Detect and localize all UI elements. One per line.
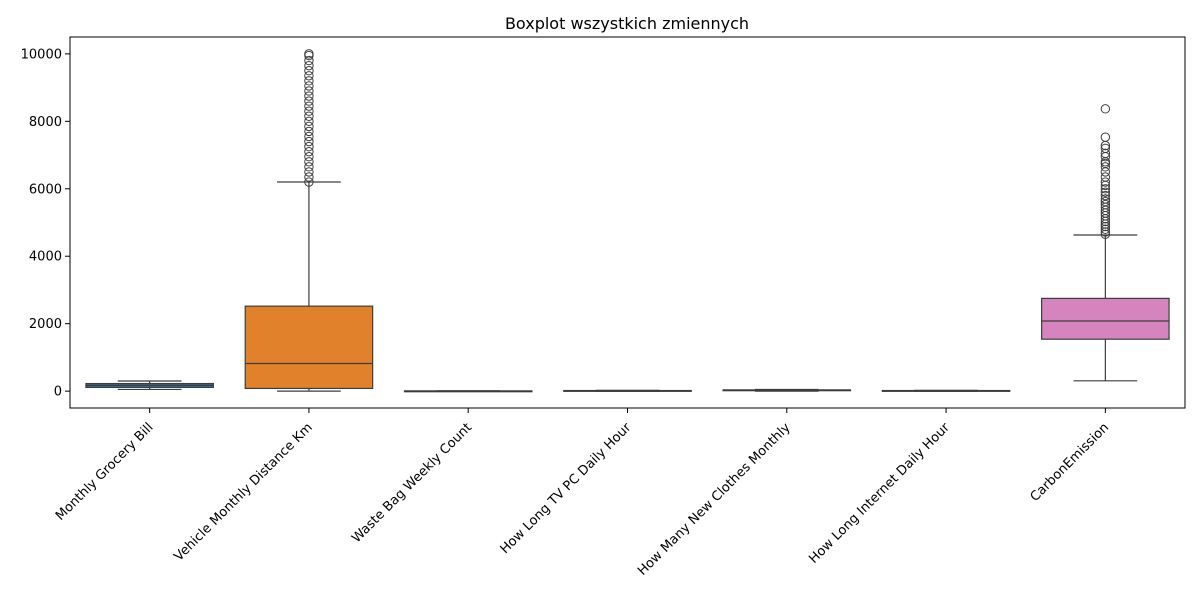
x-tick-label: How Many New Clothes Monthly [635,420,794,579]
outlier-point [304,81,314,91]
outlier-point [1100,194,1111,204]
outlier-point [1100,199,1111,210]
outlier-point [304,96,314,106]
outlier-point [304,91,314,101]
x-tick-label: How Long TV PC Daily Hour [498,420,635,557]
x-tick-label: How Long Internet Daily Hour [806,420,953,567]
outlier-point [304,162,314,172]
outlier-point [304,111,314,121]
outlier-point [1100,162,1111,172]
box [1041,297,1170,340]
outlier-point [1100,227,1111,237]
outlier-point [1100,196,1111,207]
outlier-point [304,60,314,71]
x-axis: Monthly Grocery Bill Vehicle Monthly Dist… [53,408,1112,579]
y-tick-label: 6000 [29,182,62,197]
outlier-point [304,141,314,152]
box-group-2 [244,49,374,392]
outlier-point [1100,104,1111,114]
y-tick-label: 8000 [29,115,62,130]
outlier-point [304,101,314,111]
box-group-6 [881,389,1011,392]
outlier-point [1100,229,1111,240]
outlier-point [304,55,314,66]
outlier-point [1100,148,1111,159]
outlier-point [304,172,314,182]
x-tick-label: Vehicle Monthly Distance Km [172,420,316,564]
outlier-point [1100,172,1111,182]
x-tick-label: Monthly Grocery Bill [53,420,156,523]
box-group-7 [1041,104,1170,382]
outlier-point [304,66,314,76]
outlier-point [304,49,314,59]
outlier-point [304,136,314,147]
y-tick-label: 10000 [21,47,62,62]
outlier-point [1100,132,1111,142]
outlier-point [1100,177,1111,187]
chart-title: Boxplot wszystkich zmiennych [505,14,749,33]
outlier-point [304,116,314,127]
outlier-point [304,157,314,167]
plot-area [85,49,1170,393]
box-group-3 [403,390,533,393]
outlier-point [304,146,314,157]
box-group-5 [722,388,852,392]
box-group-1 [85,380,214,391]
outlier-point [1100,190,1111,201]
y-tick-label: 2000 [29,317,62,332]
outlier-point [1100,167,1111,177]
outlier-point [304,167,314,177]
outlier-point [304,126,314,137]
axes-frame [69,36,1186,409]
outlier-point [304,106,314,116]
outlier-point [304,177,314,187]
box-group-4 [563,389,692,392]
outlier-point [304,76,314,86]
outlier-point [1100,184,1111,194]
box [244,305,374,390]
x-tick-label: Waste Bag Weekly Count [349,420,475,546]
outlier-point [304,86,314,96]
outlier-point [304,71,314,81]
outlier-point [1100,221,1111,232]
y-tick-label: 0 [54,385,62,400]
outlier-point [1100,224,1111,234]
outlier-point [304,121,314,132]
x-tick-label: CarbonEmission [1028,420,1113,505]
y-axis: 0 2000 4000 6000 8000 10000 [21,47,70,400]
outlier-point [304,152,314,162]
outlier-point [304,131,314,142]
y-tick-label: 4000 [29,250,62,265]
outlier-point [1100,187,1111,197]
outlier-point [1100,143,1111,154]
